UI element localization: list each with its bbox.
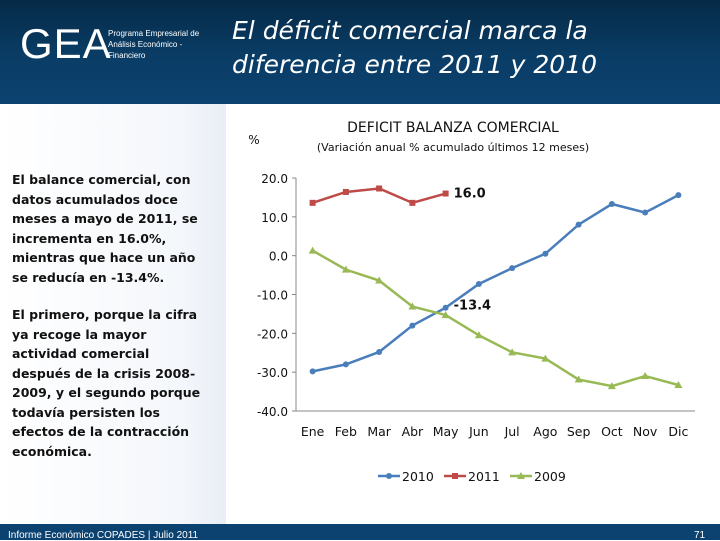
point-2010 bbox=[542, 250, 549, 257]
y-tick-label: 20.0 bbox=[261, 172, 288, 186]
y-axis-label: % bbox=[248, 133, 259, 147]
title-line-1: El déficit comercial marca la bbox=[232, 16, 588, 45]
point-2009 bbox=[508, 348, 517, 356]
sidebar-panel bbox=[0, 104, 226, 524]
y-tick-label: 0.0 bbox=[269, 250, 288, 264]
chart-series bbox=[308, 185, 683, 390]
x-tick-label: Jun bbox=[468, 424, 489, 439]
point-2009 bbox=[474, 331, 483, 339]
chart-annotations: 16.0 -13.4 bbox=[454, 187, 491, 314]
logo-subtitle: Programa Empresarial de Análisis Económi… bbox=[108, 29, 200, 60]
point-2010 bbox=[442, 304, 449, 311]
point-2010 bbox=[642, 209, 649, 216]
point-2011 bbox=[442, 190, 449, 197]
point-2009 bbox=[308, 246, 317, 254]
legend-entry-2010: 2010 bbox=[402, 469, 434, 484]
point-2009 bbox=[375, 276, 384, 284]
point-2010 bbox=[475, 281, 482, 288]
x-tick-label: Oct bbox=[601, 424, 623, 439]
point-2009 bbox=[641, 372, 650, 380]
header-bar bbox=[0, 0, 720, 104]
x-tick-label: Mar bbox=[367, 424, 391, 439]
series-line-2010 bbox=[312, 193, 679, 373]
y-tick-label: -40.0 bbox=[257, 405, 288, 419]
y-tick-label: 10.0 bbox=[261, 211, 288, 225]
point-2010 bbox=[509, 265, 516, 272]
data-label: 16.0 bbox=[454, 187, 486, 202]
point-2011 bbox=[309, 199, 316, 206]
point-2010 bbox=[675, 192, 682, 199]
chart-legend: 2010 2011 2009 bbox=[378, 469, 566, 484]
legend-entry-2009: 2009 bbox=[534, 469, 566, 484]
x-tick-label: May bbox=[433, 424, 459, 439]
y-tick-label: -10.0 bbox=[257, 289, 288, 303]
point-2010 bbox=[409, 322, 416, 329]
x-tick-label: Abr bbox=[402, 424, 424, 439]
legend-entry-2011: 2011 bbox=[468, 469, 500, 484]
x-tick-label: Dic bbox=[668, 424, 688, 439]
legend-marker-2010 bbox=[386, 473, 392, 479]
x-tick-label: Ago bbox=[533, 424, 557, 439]
point-2010 bbox=[342, 361, 349, 368]
footer-bar bbox=[0, 524, 720, 540]
point-2009 bbox=[674, 380, 683, 388]
point-2010 bbox=[608, 201, 615, 208]
chart-title: DEFICIT BALANZA COMERCIAL bbox=[347, 120, 559, 136]
x-tick-label: Nov bbox=[633, 424, 658, 439]
point-2009 bbox=[574, 375, 583, 383]
chart-subtitle: (Variación anual % acumulado últimos 12 … bbox=[317, 141, 589, 154]
x-tick-label: Jul bbox=[504, 424, 520, 439]
x-tick-label: Feb bbox=[335, 424, 357, 439]
gea-logo: GEA bbox=[20, 20, 112, 67]
series-line-2009 bbox=[312, 249, 679, 388]
sidebar-paragraph-2: El primero, porque la cifra ya recoge la… bbox=[12, 307, 201, 459]
data-label: -13.4 bbox=[454, 299, 491, 314]
point-2010 bbox=[309, 368, 316, 375]
title-line-2: diferencia entre 2011 y 2010 bbox=[232, 50, 598, 79]
page-number: 71 bbox=[694, 530, 706, 541]
point-2009 bbox=[441, 311, 450, 319]
point-2010 bbox=[376, 348, 383, 355]
legend-marker-2009 bbox=[517, 472, 525, 479]
point-2009 bbox=[607, 382, 616, 390]
y-tick-label: -20.0 bbox=[257, 327, 288, 341]
point-2009 bbox=[408, 302, 417, 310]
chart-axes: 20.0 10.0 0.0 -10.0 -20.0 -30.0 -40.0 Ene Feb Mar… bbox=[257, 172, 695, 439]
sidebar-paragraph-1: El balance comercial, con datos acumulad… bbox=[12, 172, 198, 285]
point-2011 bbox=[409, 199, 416, 206]
x-tick-label: Ene bbox=[301, 424, 325, 439]
point-2011 bbox=[342, 188, 349, 195]
page-title: El déficit comercial marca la diferencia… bbox=[232, 14, 702, 82]
point-2010 bbox=[575, 221, 582, 228]
x-tick-label: Sep bbox=[567, 424, 591, 439]
footer-report-label: Informe Económico COPADES | Julio 2011 bbox=[8, 530, 199, 541]
point-2011 bbox=[376, 185, 383, 192]
point-2009 bbox=[541, 354, 550, 362]
point-2009 bbox=[341, 265, 350, 273]
y-tick-label: -30.0 bbox=[257, 366, 288, 380]
legend-marker-2011 bbox=[452, 473, 458, 479]
